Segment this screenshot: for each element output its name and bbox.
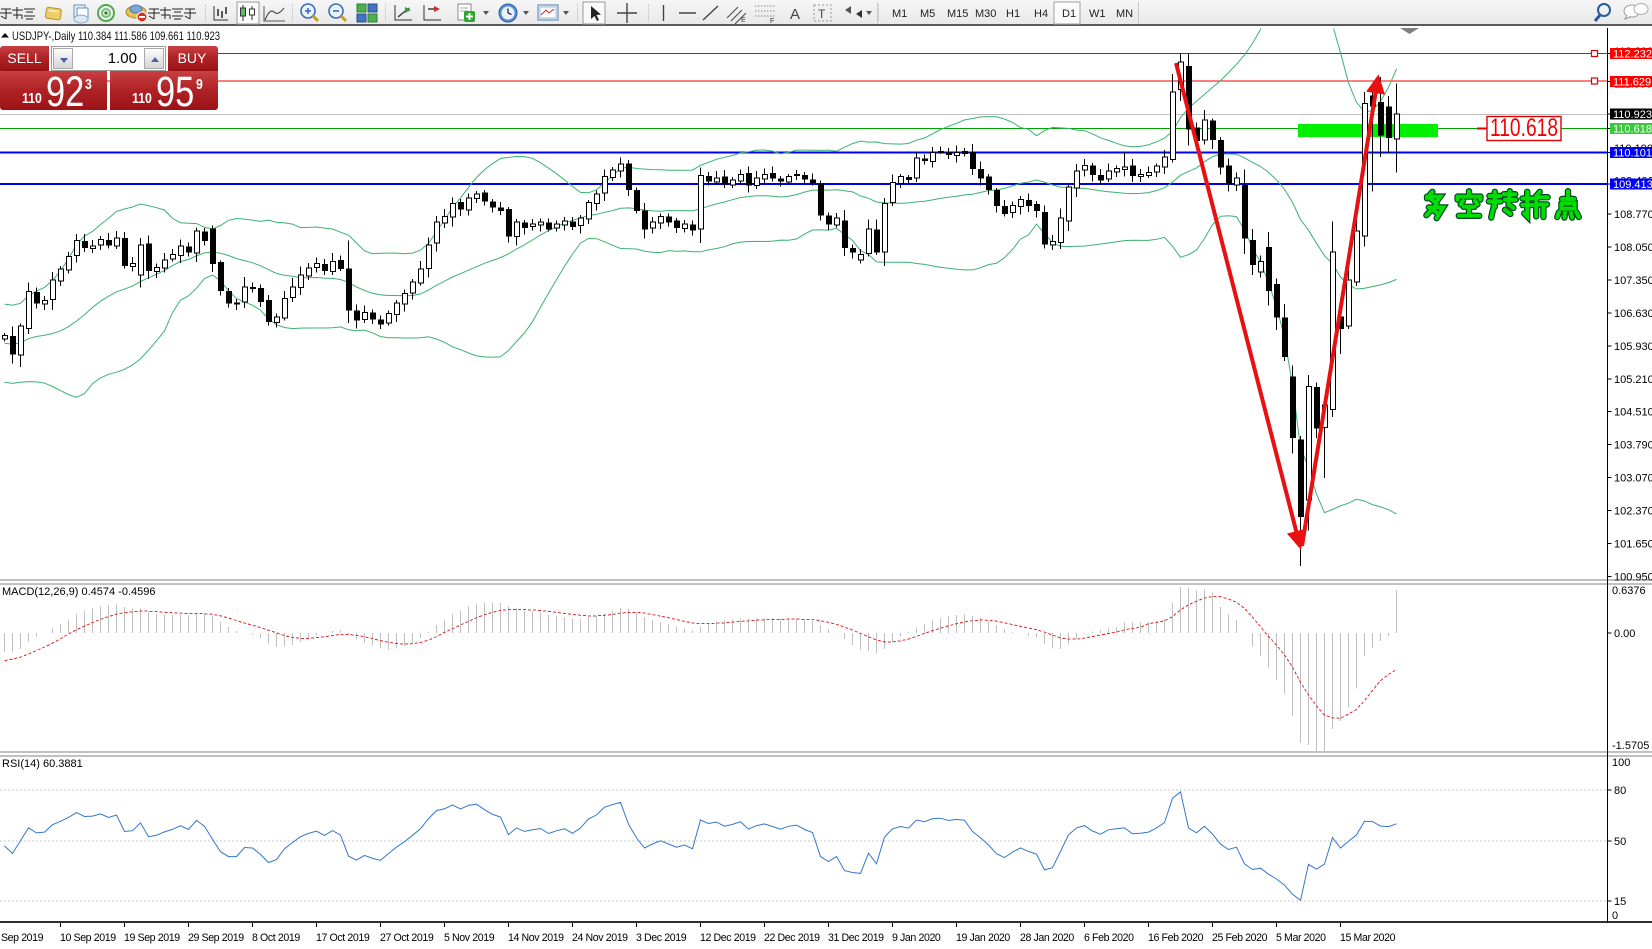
svg-text:0.00: 0.00 (1614, 628, 1635, 640)
svg-text:103.790: 103.790 (1614, 440, 1652, 452)
svg-text:8 Oct 2019: 8 Oct 2019 (252, 932, 300, 944)
svg-text:22 Dec 2019: 22 Dec 2019 (764, 932, 820, 944)
svg-text:108.770: 108.770 (1614, 209, 1652, 221)
svg-text:USDJPY-,Daily 110.384 111.586: USDJPY-,Daily 110.384 111.586 109.661 11… (12, 29, 220, 43)
svg-text:110.101: 110.101 (1613, 147, 1652, 159)
svg-text:M1: M1 (892, 8, 907, 20)
svg-text:100.950: 100.950 (1614, 572, 1652, 584)
svg-text:9 Jan 2020: 9 Jan 2020 (892, 932, 941, 944)
svg-text:28 Jan 2020: 28 Jan 2020 (1020, 932, 1074, 944)
svg-text:M30: M30 (975, 8, 996, 20)
svg-text:0.6376: 0.6376 (1612, 585, 1646, 597)
svg-text:RSI(14) 60.3881: RSI(14) 60.3881 (2, 758, 83, 770)
svg-text:108.050: 108.050 (1614, 242, 1652, 254)
svg-text:104.510: 104.510 (1614, 407, 1652, 419)
svg-text:6 Feb 2020: 6 Feb 2020 (1084, 932, 1134, 944)
svg-text:102.370: 102.370 (1614, 506, 1652, 518)
svg-text:31 Dec 2019: 31 Dec 2019 (828, 932, 884, 944)
svg-text:105.930: 105.930 (1614, 341, 1652, 353)
svg-text:M5: M5 (920, 8, 935, 20)
svg-text:MN: MN (1116, 8, 1133, 20)
svg-text:D1: D1 (1062, 8, 1076, 20)
svg-text:0: 0 (1612, 910, 1618, 922)
svg-text:50: 50 (1614, 836, 1626, 848)
svg-text:105.210: 105.210 (1614, 374, 1652, 386)
svg-text:110.618: 110.618 (1490, 114, 1558, 142)
svg-text:15: 15 (1614, 896, 1626, 908)
svg-text:A: A (790, 6, 800, 23)
svg-text:W1: W1 (1089, 8, 1106, 20)
svg-text:17 Oct 2019: 17 Oct 2019 (316, 932, 370, 944)
svg-text:106.630: 106.630 (1614, 308, 1652, 320)
svg-text:12 Dec 2019: 12 Dec 2019 (700, 932, 756, 944)
svg-text:Sep 2019: Sep 2019 (1, 932, 44, 944)
svg-text:5 Mar 2020: 5 Mar 2020 (1276, 932, 1326, 944)
svg-text:101.650: 101.650 (1614, 539, 1652, 551)
svg-text:M15: M15 (947, 8, 968, 20)
svg-text:14 Nov 2019: 14 Nov 2019 (508, 932, 564, 944)
svg-text:H4: H4 (1034, 8, 1048, 20)
svg-text:110.923: 110.923 (1613, 109, 1652, 121)
svg-text:10 Sep 2019: 10 Sep 2019 (60, 932, 116, 944)
svg-text:103.070: 103.070 (1614, 473, 1652, 485)
svg-text:109.413: 109.413 (1613, 179, 1652, 191)
svg-text:E: E (741, 17, 746, 24)
svg-text:110.618: 110.618 (1613, 123, 1652, 135)
svg-text:19 Jan 2020: 19 Jan 2020 (956, 932, 1010, 944)
svg-text:27 Oct 2019: 27 Oct 2019 (380, 932, 434, 944)
svg-text:5 Nov 2019: 5 Nov 2019 (444, 932, 495, 944)
svg-text:107.350: 107.350 (1614, 275, 1652, 287)
svg-text:T: T (818, 7, 826, 21)
svg-text:16 Feb 2020: 16 Feb 2020 (1148, 932, 1204, 944)
svg-text:24 Nov 2019: 24 Nov 2019 (572, 932, 628, 944)
svg-text:15 Mar 2020: 15 Mar 2020 (1340, 932, 1396, 944)
svg-text:3 Dec 2019: 3 Dec 2019 (636, 932, 687, 944)
svg-text:-1.5705: -1.5705 (1612, 740, 1649, 752)
svg-text:19 Sep 2019: 19 Sep 2019 (124, 932, 180, 944)
svg-text:112.232: 112.232 (1613, 49, 1652, 61)
svg-text:100: 100 (1612, 757, 1630, 769)
svg-text:111.629: 111.629 (1613, 77, 1651, 89)
svg-text:80: 80 (1614, 785, 1626, 797)
svg-text:25 Feb 2020: 25 Feb 2020 (1212, 932, 1268, 944)
svg-text:29 Sep 2019: 29 Sep 2019 (188, 932, 244, 944)
svg-text:H1: H1 (1006, 8, 1020, 20)
svg-text:MACD(12,26,9) 0.4574 -0.4596: MACD(12,26,9) 0.4574 -0.4596 (2, 586, 155, 598)
svg-text:F: F (770, 18, 774, 25)
